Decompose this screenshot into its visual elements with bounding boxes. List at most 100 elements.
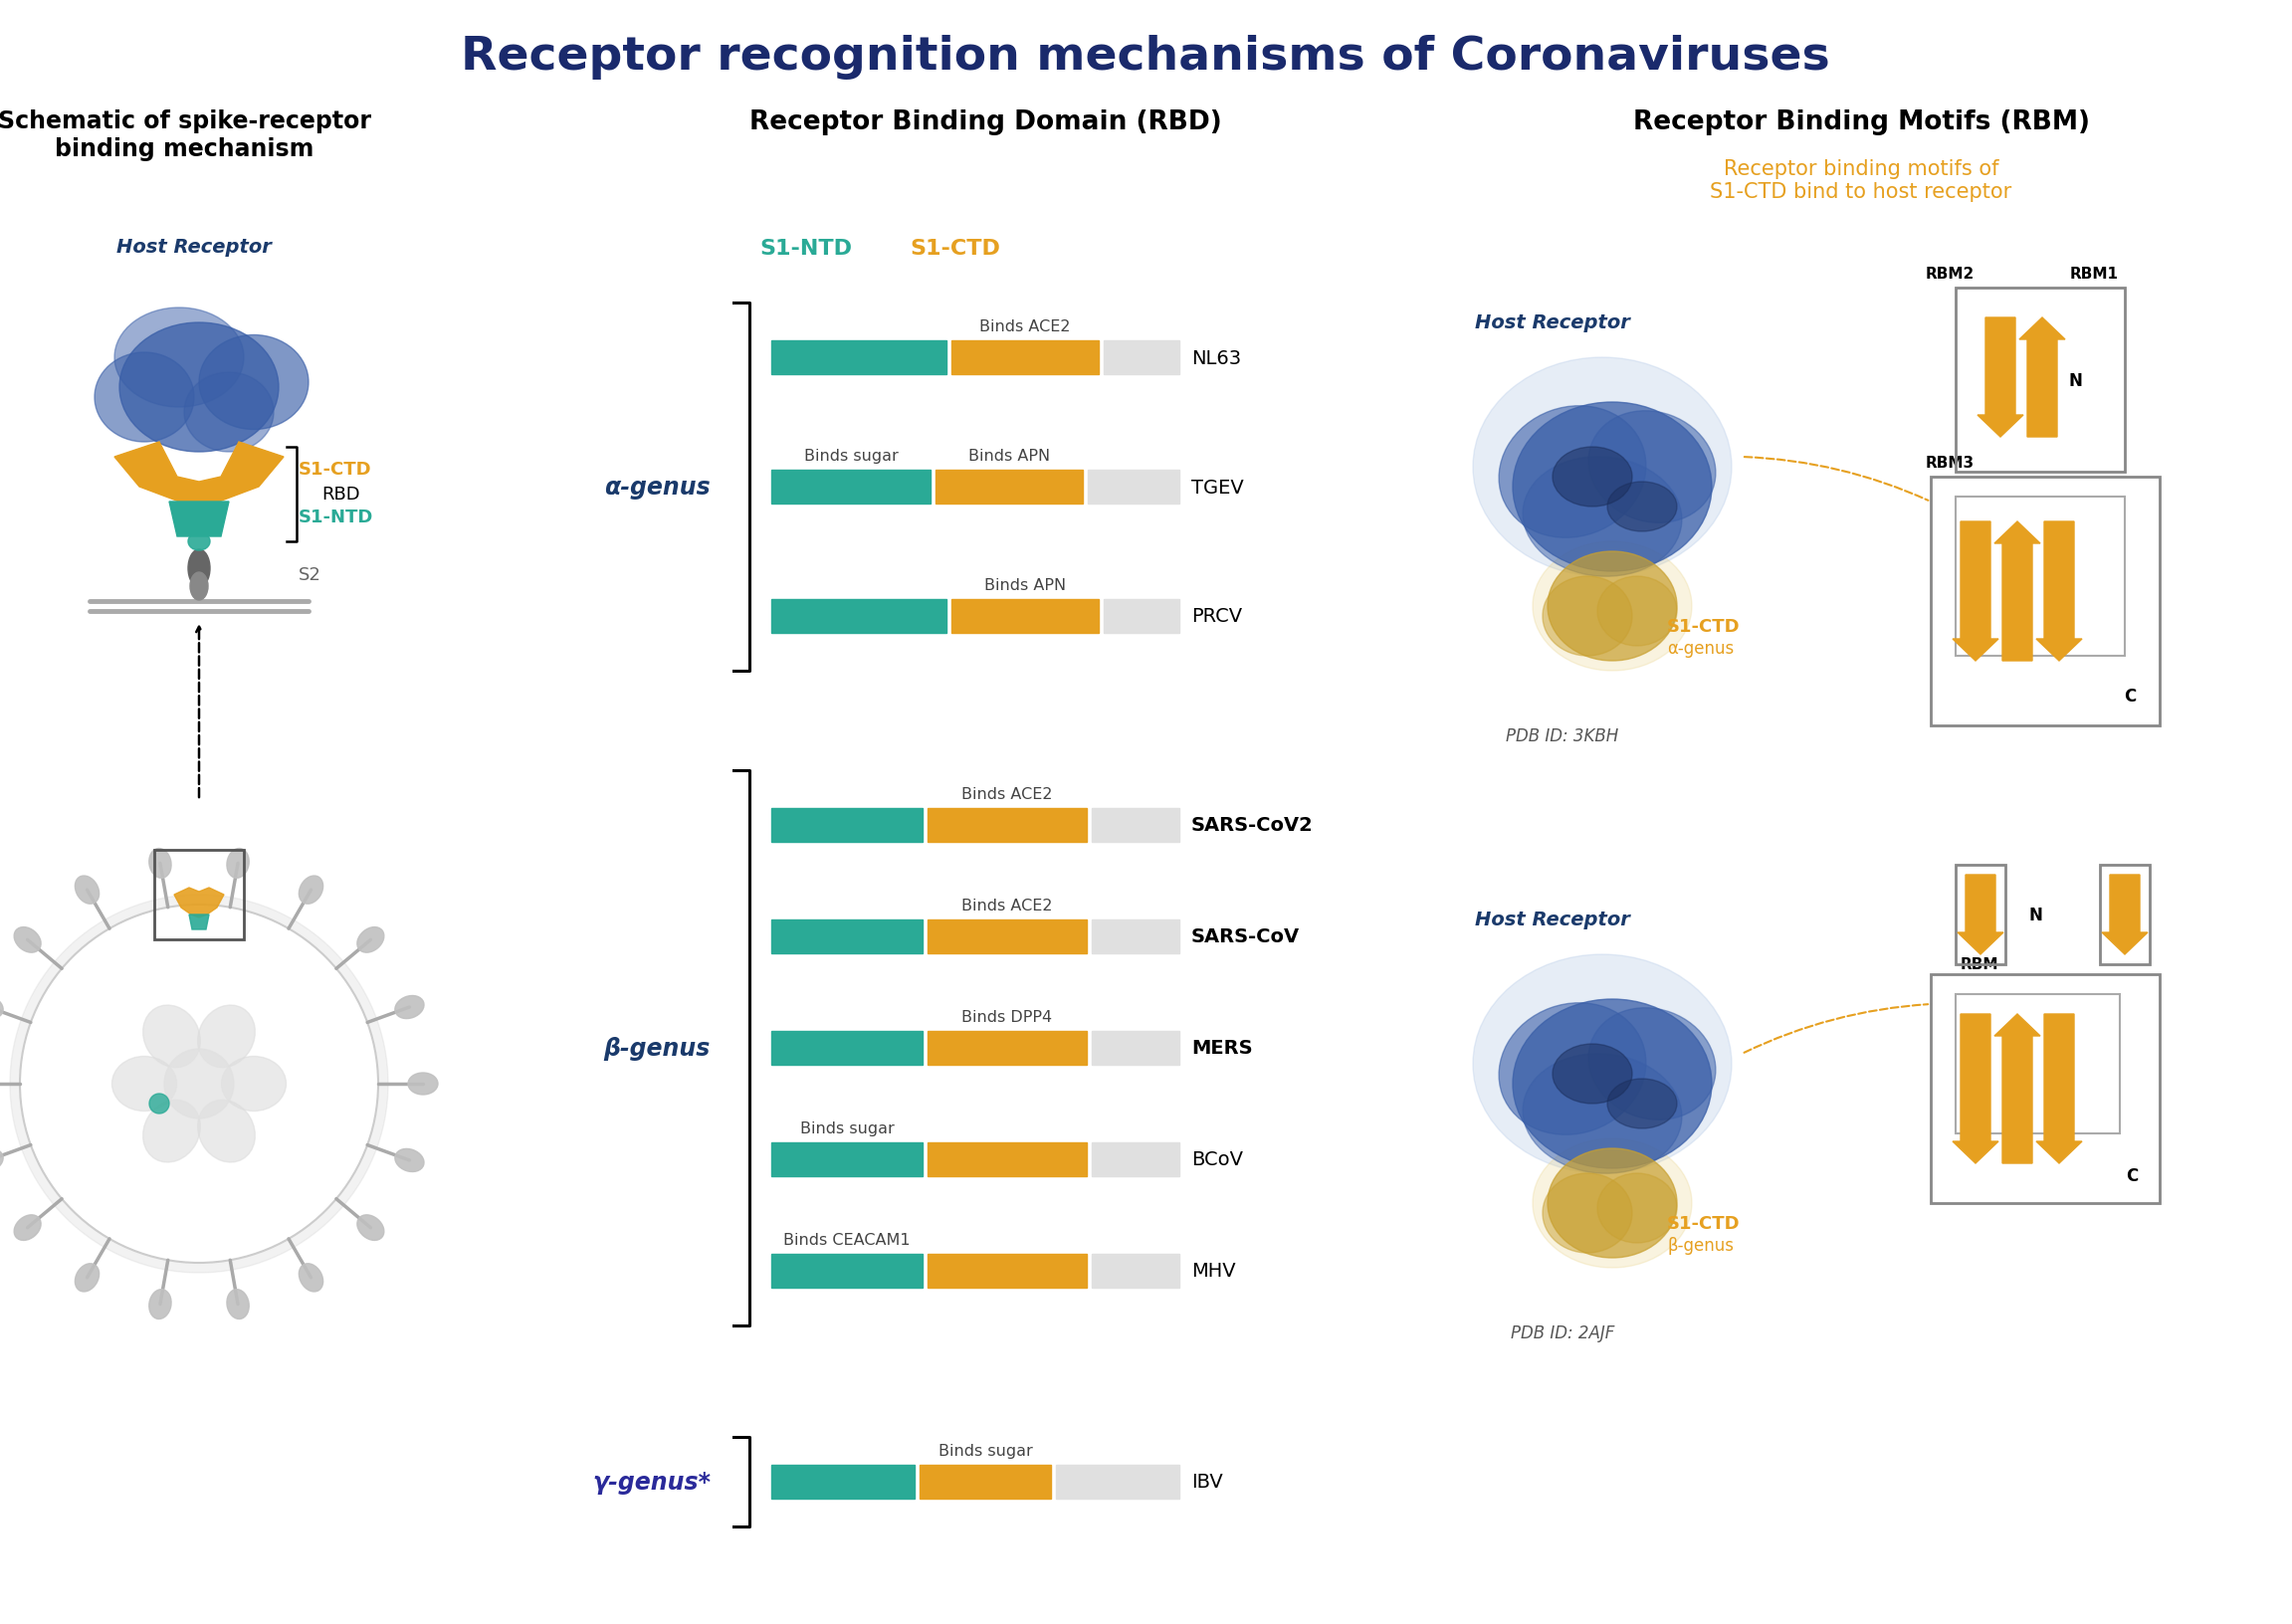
Text: Receptor recognition mechanisms of Coronaviruses: Receptor recognition mechanisms of Coron… (461, 36, 1829, 80)
Bar (772, 599, 947, 633)
Bar (951, 341, 1098, 375)
Ellipse shape (119, 323, 280, 453)
Text: PDB ID: 2AJF: PDB ID: 2AJF (1510, 1324, 1614, 1341)
Bar (928, 1254, 1086, 1288)
Bar (928, 1143, 1086, 1176)
Ellipse shape (298, 877, 323, 905)
Text: PRCV: PRCV (1192, 607, 1242, 625)
Ellipse shape (197, 1099, 254, 1163)
Ellipse shape (76, 877, 99, 905)
Ellipse shape (1474, 955, 1733, 1174)
Text: S1-NTD: S1-NTD (298, 508, 374, 526)
Text: Host Receptor: Host Receptor (1476, 313, 1630, 333)
Text: SARS-CoV2: SARS-CoV2 (1192, 815, 1313, 835)
Ellipse shape (1543, 1174, 1632, 1254)
Bar (772, 919, 924, 953)
Text: S1-CTD: S1-CTD (1666, 1215, 1740, 1233)
Text: Binds sugar: Binds sugar (804, 448, 898, 463)
Ellipse shape (188, 551, 211, 588)
Ellipse shape (1533, 1138, 1691, 1268)
Bar (935, 471, 1082, 503)
Ellipse shape (408, 1073, 438, 1095)
Ellipse shape (0, 996, 2, 1018)
Ellipse shape (0, 1150, 2, 1173)
Text: Binds DPP4: Binds DPP4 (963, 1010, 1052, 1025)
Text: β-genus: β-genus (603, 1036, 711, 1060)
Text: Binds APN: Binds APN (967, 448, 1050, 463)
Polygon shape (1953, 521, 1999, 661)
Bar (1955, 866, 2006, 965)
Ellipse shape (94, 352, 195, 443)
Circle shape (149, 1095, 170, 1114)
Bar (1930, 477, 2159, 726)
Ellipse shape (1552, 1044, 1632, 1104)
Ellipse shape (1533, 542, 1691, 671)
Ellipse shape (1598, 577, 1678, 646)
Ellipse shape (1522, 1054, 1682, 1174)
Ellipse shape (76, 1263, 99, 1291)
Text: S1-CTD: S1-CTD (298, 461, 371, 479)
Ellipse shape (14, 1215, 41, 1241)
Text: S1-NTD: S1-NTD (761, 239, 853, 258)
Text: Host Receptor: Host Receptor (1476, 911, 1630, 929)
Ellipse shape (190, 573, 209, 601)
Ellipse shape (183, 374, 273, 453)
Ellipse shape (1522, 458, 1682, 577)
Text: C: C (2125, 1166, 2138, 1184)
Ellipse shape (1547, 552, 1678, 661)
Ellipse shape (1543, 577, 1632, 656)
Text: Binds sugar: Binds sugar (937, 1444, 1031, 1458)
Ellipse shape (14, 927, 41, 953)
Polygon shape (1953, 1015, 1999, 1163)
Bar (1089, 471, 1180, 503)
Text: α-genus: α-genus (603, 476, 711, 499)
Ellipse shape (1499, 1004, 1646, 1135)
Text: β-genus: β-genus (1666, 1236, 1733, 1254)
Text: Receptor Binding Motifs (RBM): Receptor Binding Motifs (RBM) (1632, 109, 2090, 135)
Bar (772, 1031, 924, 1065)
Polygon shape (1978, 318, 2024, 437)
Bar (928, 919, 1086, 953)
Polygon shape (1994, 521, 2040, 661)
Text: BCoV: BCoV (1192, 1150, 1242, 1169)
Text: Binds ACE2: Binds ACE2 (979, 320, 1070, 335)
Ellipse shape (197, 1005, 254, 1067)
Bar (928, 1031, 1086, 1065)
Polygon shape (2035, 521, 2081, 661)
Circle shape (9, 895, 387, 1273)
Text: RBM2: RBM2 (1925, 266, 1976, 281)
Text: Binds CEACAM1: Binds CEACAM1 (784, 1233, 910, 1247)
Bar (928, 809, 1086, 843)
Bar (1955, 994, 2120, 1134)
Text: Binds sugar: Binds sugar (800, 1121, 894, 1135)
Bar (1091, 1143, 1180, 1176)
Bar (154, 851, 243, 940)
Ellipse shape (199, 336, 309, 430)
Text: MHV: MHV (1192, 1262, 1235, 1280)
Bar (772, 1465, 915, 1499)
Text: Schematic of spike-receptor
binding mechanism: Schematic of spike-receptor binding mech… (0, 109, 371, 161)
Text: TGEV: TGEV (1192, 477, 1245, 497)
Ellipse shape (1474, 357, 1733, 577)
Ellipse shape (188, 533, 211, 551)
Text: Receptor binding motifs of
S1-CTD bind to host receptor: Receptor binding motifs of S1-CTD bind t… (1710, 159, 2012, 201)
Text: Binds APN: Binds APN (983, 578, 1066, 593)
Ellipse shape (227, 849, 250, 879)
Text: N: N (2028, 906, 2042, 924)
Ellipse shape (358, 1215, 385, 1241)
Text: Binds ACE2: Binds ACE2 (963, 786, 1052, 802)
Polygon shape (2019, 318, 2065, 437)
Bar (1955, 289, 2125, 473)
Ellipse shape (222, 1057, 286, 1111)
Text: γ-genus*: γ-genus* (594, 1470, 711, 1494)
Circle shape (21, 905, 378, 1263)
Text: RBM1: RBM1 (2070, 266, 2118, 281)
Text: N: N (2067, 372, 2081, 390)
Polygon shape (1994, 1015, 2040, 1163)
Ellipse shape (1607, 1078, 1678, 1129)
Ellipse shape (142, 1099, 199, 1163)
Ellipse shape (142, 1005, 199, 1067)
Ellipse shape (1513, 403, 1712, 572)
Bar (772, 341, 947, 375)
Bar (1930, 974, 2159, 1203)
